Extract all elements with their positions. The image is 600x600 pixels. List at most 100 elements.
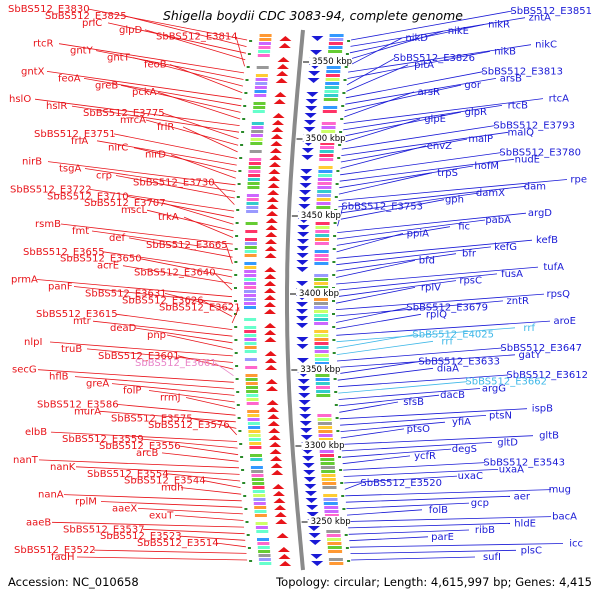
- strand-arrow-forward: [273, 99, 286, 104]
- gene-label-right: pitA: [414, 60, 434, 71]
- strand-arrow-forward: [270, 141, 283, 146]
- strand-arrow-forward: [265, 239, 277, 244]
- feature-block-right: [314, 310, 328, 313]
- strand-arrow-reverse: [300, 176, 312, 181]
- feature-block-left: [248, 162, 261, 165]
- marker-right: [334, 391, 338, 393]
- connector-left: [122, 265, 233, 284]
- gene-label-left: mdh: [161, 483, 183, 494]
- feature-block-right: [318, 174, 333, 177]
- feature-block-left: [246, 394, 259, 397]
- feature-block-left: [247, 182, 260, 185]
- connector-left: [102, 251, 233, 271]
- strand-arrow-forward: [264, 274, 277, 279]
- marker-left: [244, 92, 248, 94]
- feature-block-left: [246, 386, 258, 389]
- connector-right: [343, 98, 544, 124]
- feature-block-left: [244, 254, 257, 257]
- connector-left: [111, 383, 235, 396]
- gene-label-right: sfsB: [403, 397, 424, 408]
- feature-block-right: [324, 86, 339, 89]
- ruler-label-bg: [297, 288, 340, 298]
- connector-right: [336, 307, 409, 323]
- feature-block-left: [244, 266, 257, 269]
- marker-right: [345, 547, 349, 549]
- strand-arrow-reverse: [306, 505, 319, 510]
- feature-block-right: [320, 466, 335, 469]
- gene-label-right: trpS: [437, 168, 458, 179]
- gene-label-right: SbBS512_E3612: [506, 370, 588, 381]
- connector-right: [337, 367, 434, 381]
- feature-block-right: [314, 254, 329, 257]
- gene-label-left: greA: [86, 379, 109, 390]
- ruler-label-bg: [298, 364, 341, 374]
- connector-left: [87, 8, 248, 41]
- marker-right: [340, 118, 344, 120]
- strand-arrow-forward: [270, 134, 283, 139]
- feature-block-left: [251, 122, 264, 125]
- gene-label-right: aroE: [554, 316, 576, 327]
- feature-block-right: [315, 222, 330, 225]
- feature-block-left: [254, 514, 267, 517]
- connector-right: [339, 408, 528, 420]
- feature-block-right: [314, 242, 329, 245]
- connector-right: [350, 549, 517, 554]
- connector-right: [338, 388, 481, 400]
- gene-label-left: SbBS512_E3544: [124, 476, 206, 487]
- marker-left: [238, 170, 242, 172]
- marker-left: [236, 209, 240, 211]
- gene-label-right: nikR: [488, 20, 510, 31]
- connector-right: [340, 421, 446, 432]
- gene-label-right: rrf: [523, 323, 535, 334]
- feature-block-left: [247, 414, 260, 417]
- connector-right: [336, 340, 434, 355]
- strand-arrow-forward: [274, 512, 287, 517]
- feature-block-left: [248, 438, 261, 441]
- strand-arrow-reverse: [307, 78, 320, 83]
- strand-arrow-forward: [267, 190, 280, 195]
- connector-right: [337, 192, 480, 214]
- feature-block-right: [325, 74, 340, 77]
- feature-block-right: [316, 386, 330, 389]
- strand-arrow-reverse: [296, 309, 308, 314]
- gene-label-left: frlA: [71, 136, 88, 147]
- gene-label-right: SbBS512_E3647: [500, 343, 582, 354]
- connector-left: [93, 549, 247, 554]
- gene-label-left: SbBS512_E3556: [99, 441, 181, 452]
- connector-left: [96, 140, 237, 166]
- strand-arrow-forward: [264, 309, 276, 314]
- gene-label-left: SbBS512_E3661: [135, 358, 217, 369]
- gene-label-right: SbBS512_E3543: [483, 458, 565, 469]
- feature-block-right: [319, 450, 334, 453]
- feature-block-right: [323, 494, 338, 497]
- feature-block-right: [323, 502, 338, 505]
- gene-label-left: rrmJ: [160, 393, 181, 404]
- gene-label-right: uxaC: [458, 471, 483, 482]
- strand-arrow-reverse: [307, 526, 320, 531]
- feature-block-right: [318, 434, 333, 437]
- feature-block-left: [251, 126, 264, 129]
- strand-arrow-forward: [269, 155, 282, 160]
- strand-arrow-forward: [264, 302, 276, 307]
- strand-arrow-forward: [279, 36, 292, 41]
- gene-label-left: panF: [48, 282, 73, 293]
- gene-label-right: dacB: [440, 390, 465, 401]
- feature-block-left: [250, 134, 263, 137]
- map-title: Shigella boydii CDC 3083-94, complete ge…: [163, 8, 463, 23]
- gene-label-left: SbBS512_E3707: [84, 198, 166, 209]
- strand-arrow-forward: [274, 505, 287, 510]
- feature-block-left: [249, 150, 262, 153]
- feature-block-right: [322, 486, 337, 489]
- strand-arrow-reverse: [311, 561, 324, 566]
- connector-left: [201, 299, 233, 317]
- gene-label-right: bfr: [462, 249, 477, 260]
- marker-right: [333, 235, 337, 237]
- gene-label-right: nikB: [494, 46, 516, 57]
- feature-block-left: [254, 94, 267, 97]
- connector-right: [346, 57, 396, 86]
- feature-block-left: [246, 210, 259, 213]
- connector-right: [340, 428, 405, 439]
- connector-right: [351, 556, 476, 561]
- gene-label-right: SbBS512_E3793: [493, 121, 575, 132]
- connector-right: [349, 536, 429, 542]
